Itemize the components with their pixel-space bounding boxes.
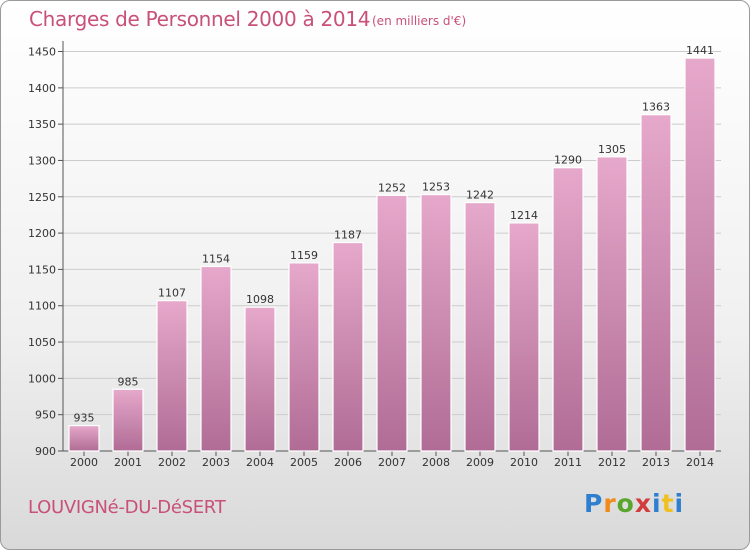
x-tick-label: 2006 [334,456,362,469]
y-tick-label: 1100 [28,300,56,313]
value-label: 1242 [466,189,494,202]
bar-2014 [685,58,715,451]
bar-2001 [113,389,143,451]
x-tick-label: 2009 [466,456,494,469]
y-tick-label: 1450 [28,46,56,59]
x-tick-label: 2014 [686,456,714,469]
bar-2012 [597,157,627,451]
y-tick-label: 1250 [28,191,56,204]
y-tick-label: 1350 [28,118,56,131]
bar-2005 [289,263,319,451]
x-tick-label: 2005 [290,456,318,469]
commune-name: LOUVIGNé-DU-DéSERT [28,497,225,518]
x-tick-label: 2010 [510,456,538,469]
x-tick-label: 2002 [158,456,186,469]
bar-2000 [69,426,99,451]
value-label: 1098 [246,293,274,306]
x-tick-label: 2008 [422,456,450,469]
value-label: 1214 [510,209,538,222]
value-label: 985 [118,375,139,388]
chart-title: Charges de Personnel 2000 à 2014 [29,7,370,31]
y-tick-label: 950 [35,409,56,422]
bar-2013 [641,115,671,451]
x-tick-label: 2003 [202,456,230,469]
bar-2007 [377,195,407,451]
x-tick-label: 2013 [642,456,670,469]
y-tick-label: 900 [35,445,56,458]
value-label: 1441 [686,44,714,57]
y-tick-label: 1200 [28,227,56,240]
value-label: 1252 [378,181,406,194]
bar-2010 [509,223,539,451]
bar-2003 [201,267,231,451]
y-tick-label: 1000 [28,372,56,385]
x-tick-label: 2011 [554,456,582,469]
y-tick-label: 1150 [28,263,56,276]
chart-frame: 900 950 1000 1050 1100 1150 1200 1250 1300 1350 14… [0,0,750,550]
bar-2004 [245,307,275,451]
bar-2011 [553,168,583,451]
value-label: 1187 [334,229,362,242]
bar-2008 [421,195,451,451]
bar-layer [69,58,715,451]
x-tick-label: 2012 [598,456,626,469]
bar-2002 [157,301,187,451]
value-label: 1253 [422,181,450,194]
proxiti-logo[interactable]: Proxiti [584,489,684,518]
value-label: 1290 [554,154,582,167]
value-label: 1305 [598,143,626,156]
value-label: 1154 [202,253,230,266]
x-tick-label: 2004 [246,456,274,469]
value-label: 935 [74,412,95,425]
bar-chart: 900 950 1000 1050 1100 1150 1200 1250 1300 1350 14… [1,1,749,549]
x-tick-label: 2007 [378,456,406,469]
value-label: 1363 [642,101,670,114]
value-label: 1159 [290,249,318,262]
x-tick-label: 2000 [70,456,98,469]
value-label: 1107 [158,287,186,300]
y-tick-label: 1300 [28,154,56,167]
x-tick-label: 2001 [114,456,142,469]
y-tick-label: 1400 [28,82,56,95]
bar-2006 [333,243,363,451]
chart-subtitle: (en milliers d'€) [372,14,466,28]
y-tick-label: 1050 [28,336,56,349]
bar-2009 [465,203,495,451]
